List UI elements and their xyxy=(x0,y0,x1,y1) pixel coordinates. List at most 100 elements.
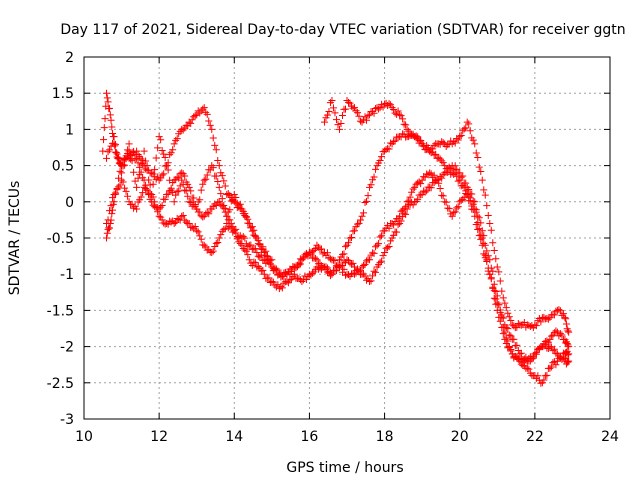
data-point xyxy=(251,259,259,267)
data-point xyxy=(209,247,217,255)
data-point xyxy=(369,249,377,257)
data-point xyxy=(360,261,368,269)
data-point xyxy=(182,121,190,129)
data-point xyxy=(514,319,522,327)
data-point xyxy=(215,162,223,170)
data-point xyxy=(562,338,570,346)
data-point xyxy=(454,136,462,144)
data-point xyxy=(109,194,117,202)
data-point xyxy=(505,331,513,339)
data-point xyxy=(501,299,509,307)
data-point xyxy=(408,188,416,196)
data-point xyxy=(160,219,168,227)
data-point xyxy=(194,228,202,236)
data-point xyxy=(151,203,159,211)
data-point xyxy=(490,246,498,254)
data-point xyxy=(143,186,151,194)
data-point xyxy=(305,270,313,278)
data-point xyxy=(328,96,336,104)
data-point xyxy=(232,194,240,202)
data-point xyxy=(385,243,393,251)
data-point xyxy=(334,121,342,129)
data-point xyxy=(430,171,438,179)
data-point xyxy=(191,223,199,231)
data-point xyxy=(130,204,138,212)
data-point xyxy=(133,205,141,213)
data-point xyxy=(124,192,132,200)
data-point xyxy=(178,125,186,133)
data-point xyxy=(142,157,150,165)
data-point xyxy=(221,182,229,190)
data-point xyxy=(142,165,150,173)
data-point xyxy=(564,341,572,349)
data-point xyxy=(565,328,573,336)
data-point xyxy=(370,109,378,117)
data-point xyxy=(559,310,567,318)
data-point xyxy=(253,263,261,271)
data-point xyxy=(172,191,180,199)
data-point xyxy=(555,354,563,362)
data-point xyxy=(139,189,147,197)
data-point xyxy=(317,245,325,253)
data-point xyxy=(490,280,498,288)
data-point xyxy=(248,261,256,269)
data-point xyxy=(307,271,315,279)
data-point xyxy=(469,136,477,144)
data-point xyxy=(323,111,331,119)
y-tick-label: 0 xyxy=(65,195,74,211)
data-point xyxy=(451,139,459,147)
data-point xyxy=(311,245,319,253)
data-point xyxy=(190,194,198,202)
data-point xyxy=(341,105,349,113)
data-point xyxy=(499,330,507,338)
data-point xyxy=(472,149,480,157)
data-point xyxy=(118,162,126,170)
data-point xyxy=(217,169,225,177)
data-point xyxy=(378,232,386,240)
data-point xyxy=(345,98,353,106)
y-axis-label: SDTVAR / TECUs xyxy=(7,181,23,296)
data-point xyxy=(532,322,540,330)
data-point xyxy=(564,327,572,335)
data-point xyxy=(460,183,468,191)
data-point xyxy=(457,173,465,181)
data-point xyxy=(323,264,331,272)
data-point xyxy=(173,188,181,196)
data-point xyxy=(272,266,280,274)
data-point xyxy=(442,198,450,206)
data-point xyxy=(547,332,555,340)
data-point xyxy=(396,111,404,119)
data-point xyxy=(382,146,390,154)
data-point xyxy=(471,212,479,220)
data-point xyxy=(363,197,371,205)
data-point xyxy=(226,206,234,214)
data-point xyxy=(338,268,346,276)
data-point xyxy=(232,225,240,233)
data-point xyxy=(101,115,109,123)
data-point xyxy=(335,125,343,133)
data-point xyxy=(265,274,273,282)
data-point xyxy=(565,350,573,358)
data-point xyxy=(357,266,365,274)
data-point xyxy=(167,149,175,157)
data-point xyxy=(154,204,162,212)
data-point xyxy=(439,192,447,200)
data-point xyxy=(178,212,186,220)
data-point xyxy=(471,140,479,148)
data-point xyxy=(328,256,336,264)
data-point xyxy=(450,171,458,179)
data-point xyxy=(148,191,156,199)
data-point xyxy=(325,107,333,115)
data-point xyxy=(343,256,351,264)
data-point xyxy=(375,240,383,248)
data-point xyxy=(355,268,363,276)
data-point xyxy=(540,376,548,384)
data-point xyxy=(445,163,453,171)
data-point xyxy=(172,136,180,144)
data-point xyxy=(556,307,564,315)
data-point xyxy=(251,232,259,240)
data-point xyxy=(121,184,129,192)
data-point xyxy=(459,127,467,135)
data-marks xyxy=(99,89,573,387)
